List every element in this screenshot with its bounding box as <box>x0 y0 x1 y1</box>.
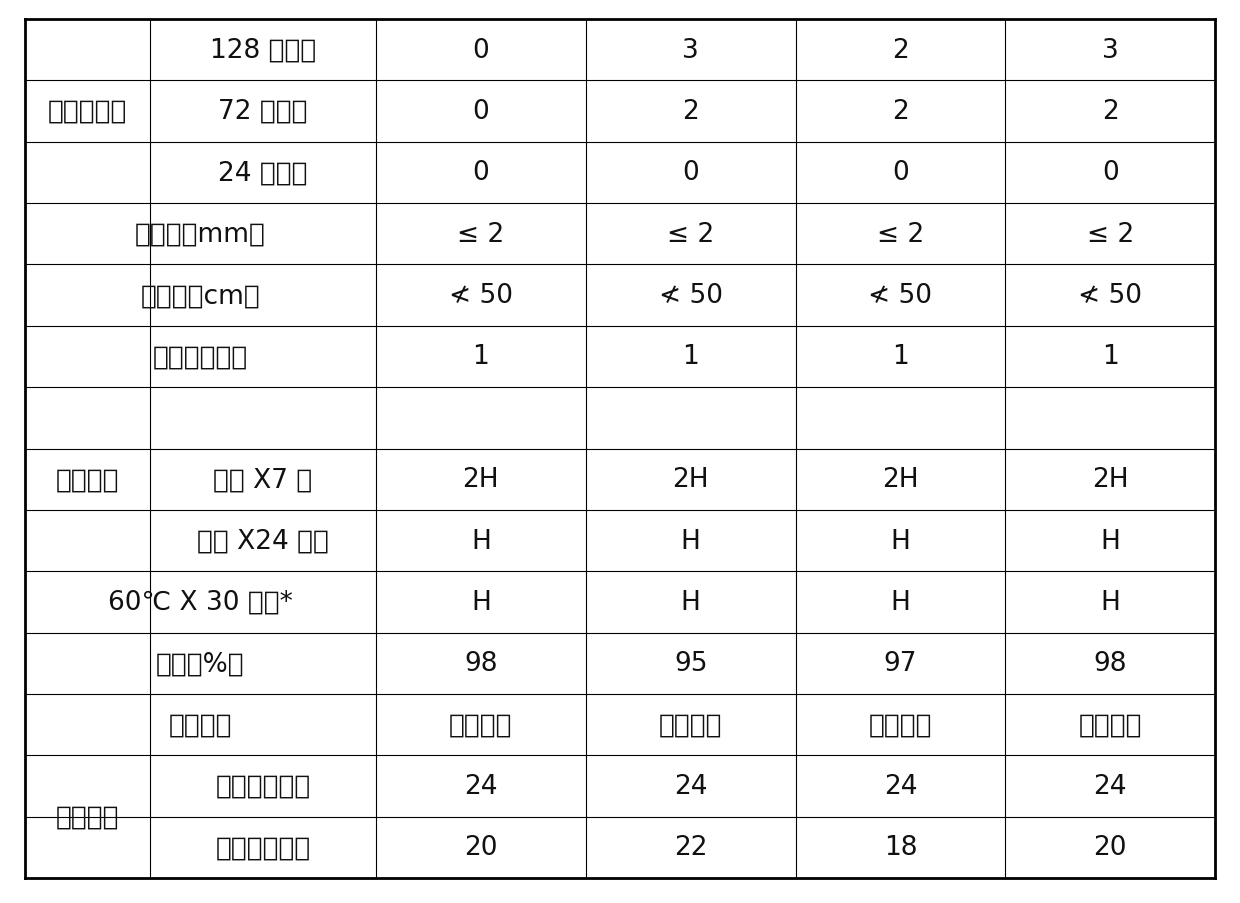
Text: 1: 1 <box>682 344 699 370</box>
Text: 附着力（级）: 附着力（级） <box>153 344 248 370</box>
Text: 2H: 2H <box>463 467 500 493</box>
Text: 2: 2 <box>682 99 699 125</box>
Text: 实干（小时）: 实干（小时） <box>216 773 311 799</box>
Text: 0: 0 <box>892 160 909 186</box>
Text: 24: 24 <box>464 773 497 799</box>
Text: 表干（分钟）: 表干（分钟） <box>216 834 311 861</box>
Text: 1: 1 <box>472 344 490 370</box>
Text: 0: 0 <box>472 99 490 125</box>
Text: 60℃ X 30 分钟*: 60℃ X 30 分钟* <box>108 590 293 615</box>
Text: 3: 3 <box>1102 38 1118 63</box>
Text: 1: 1 <box>1102 344 1118 370</box>
Text: 20: 20 <box>464 834 497 861</box>
Text: 1: 1 <box>892 344 909 370</box>
Text: 自愈合性能: 自愈合性能 <box>48 99 128 125</box>
Text: 0: 0 <box>472 160 490 186</box>
Text: ≤ 2: ≤ 2 <box>877 221 924 247</box>
Text: 柔韧性（mm）: 柔韧性（mm） <box>135 221 265 247</box>
Text: 2: 2 <box>892 99 909 125</box>
Text: 24: 24 <box>1094 773 1127 799</box>
Text: ≮ 50: ≮ 50 <box>868 283 932 309</box>
Text: 97: 97 <box>884 650 918 676</box>
Text: 22: 22 <box>673 834 707 861</box>
Text: 95: 95 <box>673 650 707 676</box>
Text: 24: 24 <box>884 773 918 799</box>
Text: 平整光滑: 平整光滑 <box>449 712 512 738</box>
Text: ≤ 2: ≤ 2 <box>458 221 505 247</box>
Text: 0: 0 <box>472 38 490 63</box>
Text: ≤ 2: ≤ 2 <box>667 221 714 247</box>
Text: H: H <box>471 590 491 615</box>
Text: 室温 X7 天: 室温 X7 天 <box>213 467 312 493</box>
Text: 平整光滑: 平整光滑 <box>658 712 723 738</box>
Text: 室温 X24 小时: 室温 X24 小时 <box>197 528 329 554</box>
Text: ≮ 50: ≮ 50 <box>1078 283 1142 309</box>
Text: H: H <box>1100 528 1120 554</box>
Text: 2H: 2H <box>882 467 919 493</box>
Text: 干燥时间: 干燥时间 <box>56 804 119 830</box>
Text: 24 小时后: 24 小时后 <box>218 160 308 186</box>
Text: 2: 2 <box>892 38 909 63</box>
Text: 2H: 2H <box>1091 467 1128 493</box>
Text: 128 小时后: 128 小时后 <box>210 38 316 63</box>
Text: H: H <box>471 528 491 554</box>
Text: 20: 20 <box>1094 834 1127 861</box>
Text: ≮ 50: ≮ 50 <box>449 283 513 309</box>
Text: 2: 2 <box>1102 99 1118 125</box>
Text: 72 小时后: 72 小时后 <box>218 99 308 125</box>
Text: 漆膜外观: 漆膜外观 <box>169 712 232 738</box>
Text: H: H <box>1100 590 1120 615</box>
Text: H: H <box>890 590 910 615</box>
Text: 0: 0 <box>682 160 699 186</box>
Text: 平整光滑: 平整光滑 <box>1079 712 1142 738</box>
Text: 18: 18 <box>884 834 918 861</box>
Text: ≤ 2: ≤ 2 <box>1086 221 1133 247</box>
Text: H: H <box>890 528 910 554</box>
Text: 98: 98 <box>464 650 497 676</box>
Text: 平整光滑: 平整光滑 <box>869 712 932 738</box>
Text: ≮ 50: ≮ 50 <box>658 283 723 309</box>
Text: 光泽（%）: 光泽（%） <box>156 650 244 676</box>
Text: 24: 24 <box>673 773 707 799</box>
Text: 2H: 2H <box>672 467 709 493</box>
Text: H: H <box>681 528 701 554</box>
Text: 铅笔硬度: 铅笔硬度 <box>56 467 119 493</box>
Text: H: H <box>681 590 701 615</box>
Text: 0: 0 <box>1102 160 1118 186</box>
Text: 98: 98 <box>1094 650 1127 676</box>
Text: 3: 3 <box>682 38 699 63</box>
Text: 冲击性（cm）: 冲击性（cm） <box>140 283 260 309</box>
